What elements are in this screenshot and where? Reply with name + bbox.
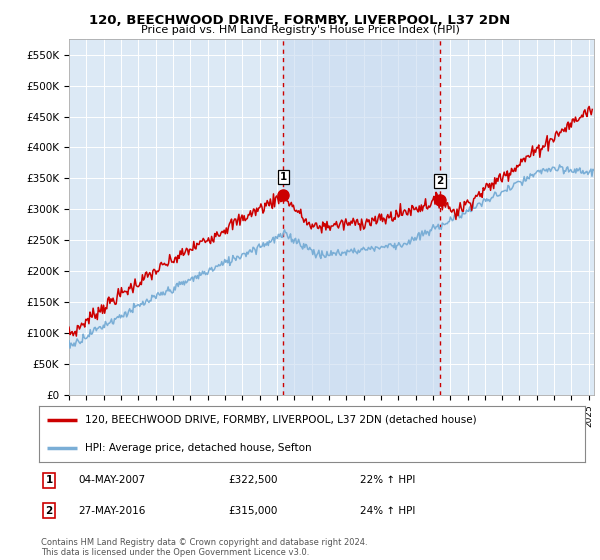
Text: £322,500: £322,500 bbox=[228, 475, 277, 486]
Text: Contains HM Land Registry data © Crown copyright and database right 2024.
This d: Contains HM Land Registry data © Crown c… bbox=[41, 538, 367, 557]
Text: 2: 2 bbox=[46, 506, 53, 516]
Text: 27-MAY-2016: 27-MAY-2016 bbox=[78, 506, 145, 516]
Text: 1: 1 bbox=[46, 475, 53, 486]
Bar bbox=[283, 39, 440, 395]
Text: 120, BEECHWOOD DRIVE, FORMBY, LIVERPOOL, L37 2DN (detached house): 120, BEECHWOOD DRIVE, FORMBY, LIVERPOOL,… bbox=[85, 415, 477, 425]
Text: 1: 1 bbox=[280, 172, 287, 182]
Text: 2: 2 bbox=[436, 176, 443, 186]
Text: HPI: Average price, detached house, Sefton: HPI: Average price, detached house, Seft… bbox=[85, 443, 312, 453]
Text: 120, BEECHWOOD DRIVE, FORMBY, LIVERPOOL, L37 2DN: 120, BEECHWOOD DRIVE, FORMBY, LIVERPOOL,… bbox=[89, 14, 511, 27]
Text: £315,000: £315,000 bbox=[228, 506, 277, 516]
Text: Price paid vs. HM Land Registry's House Price Index (HPI): Price paid vs. HM Land Registry's House … bbox=[140, 25, 460, 35]
Text: 04-MAY-2007: 04-MAY-2007 bbox=[78, 475, 145, 486]
Text: 22% ↑ HPI: 22% ↑ HPI bbox=[360, 475, 415, 486]
Text: 24% ↑ HPI: 24% ↑ HPI bbox=[360, 506, 415, 516]
